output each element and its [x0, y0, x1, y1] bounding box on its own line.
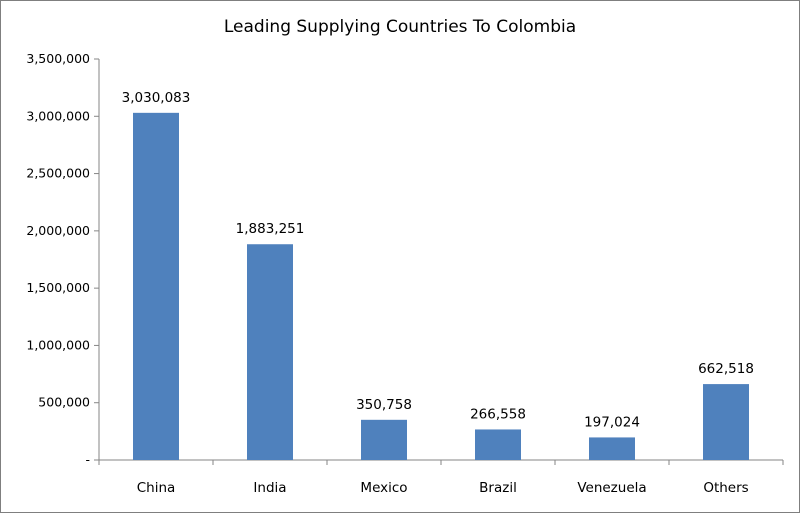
y-tick-label: 3,500,000	[26, 51, 90, 66]
data-label: 197,024	[584, 414, 640, 430]
bar-brazil	[475, 429, 521, 460]
x-axis: China India Mexico Brazil Venezuela Others	[98, 459, 784, 496]
y-tick-label: 2,000,000	[26, 223, 90, 238]
bar-series	[133, 112, 749, 461]
x-tick-label: Mexico	[360, 480, 407, 496]
bar-china	[133, 112, 179, 461]
data-label: 1,883,251	[236, 221, 305, 237]
x-tick-label: India	[253, 480, 286, 496]
data-label: 266,558	[470, 406, 526, 422]
bar-india	[247, 244, 293, 460]
bar-others	[703, 384, 749, 460]
y-tick-label: -	[85, 452, 90, 467]
data-label: 3,030,083	[122, 90, 191, 106]
data-labels: 3,030,083 1,883,251 350,758 266,558 197,024 6…	[122, 90, 754, 431]
y-tick-label: 2,500,000	[26, 166, 90, 181]
y-tick-label: 500,000	[38, 395, 90, 410]
y-axis: - 500,000 1,000,000 1,500,000 2,000,000 2,500…	[26, 51, 100, 467]
chart-title: Leading Supplying Countries To Colombia	[224, 17, 576, 37]
x-tick-label: Venezuela	[577, 480, 646, 496]
data-label: 350,758	[356, 397, 412, 413]
bar-venezuela	[589, 437, 635, 460]
y-tick-label: 3,000,000	[26, 108, 90, 123]
y-tick-label: 1,500,000	[26, 280, 90, 295]
y-tick-label: 1,000,000	[26, 337, 90, 352]
x-tick-label: Others	[703, 480, 748, 496]
x-tick-label: China	[137, 480, 176, 496]
data-label: 662,518	[698, 361, 754, 377]
x-tick-label: Brazil	[479, 480, 517, 496]
bar-mexico	[361, 419, 407, 460]
